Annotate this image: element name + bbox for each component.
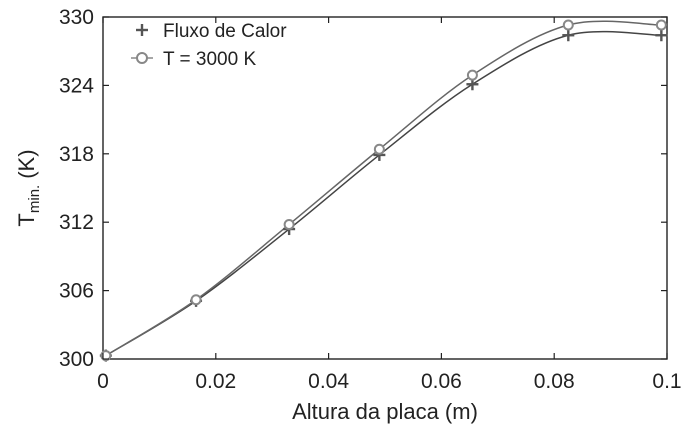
y-tick-label: 306 (59, 280, 94, 303)
x-tick-label: 0.02 (195, 370, 236, 393)
x-tick-label: 0.1 (652, 370, 681, 393)
data-point-circle (190, 294, 202, 306)
legend-label-fluxo: Fluxo de Calor (163, 21, 287, 42)
y-tick-label: 330 (59, 6, 94, 29)
legend-circle-marker (136, 52, 148, 64)
plot-frame (102, 16, 668, 360)
x-tick-label: 0.08 (534, 370, 575, 393)
y-axis-title-unit: (K) (14, 149, 39, 178)
y-tick-label: 300 (59, 348, 94, 371)
y-axis-title-main: T (14, 213, 39, 226)
data-point-circle (373, 143, 385, 155)
data-point-circle (562, 19, 574, 31)
y-axis-title: Tmin. (K) (14, 149, 43, 226)
x-axis-title: Altura da placa (m) (292, 399, 478, 424)
y-axis-title-sub: min. (26, 185, 43, 213)
data-point-circle (466, 69, 478, 81)
series-line-0 (105, 30, 662, 357)
series-line-1 (105, 20, 662, 357)
data-point-plus (562, 29, 575, 42)
plot-border (102, 16, 668, 360)
series-layer (99, 19, 668, 362)
legend-label-t3000: T = 3000 K (163, 49, 256, 70)
data-point-circle (283, 218, 295, 230)
data-point-plus (655, 29, 668, 42)
x-tick-label: 0 (97, 370, 109, 393)
y-tick-label: 324 (59, 74, 94, 97)
data-point-circle (655, 19, 667, 31)
legend: Fluxo de Calor T = 3000 K (131, 21, 287, 70)
y-tick-label: 312 (59, 211, 94, 234)
tick-layer: 0 0.02 0.04 0.06 0.08 0.1 300 306 312 318 324 330 (59, 6, 681, 393)
legend-plus-marker (136, 24, 148, 36)
x-tick-label: 0.04 (308, 370, 349, 393)
legend-item-t3000: T = 3000 K (131, 49, 256, 70)
x-tick-label: 0.06 (421, 370, 462, 393)
legend-item-fluxo: Fluxo de Calor (136, 21, 287, 42)
y-tick-label: 318 (59, 143, 94, 166)
